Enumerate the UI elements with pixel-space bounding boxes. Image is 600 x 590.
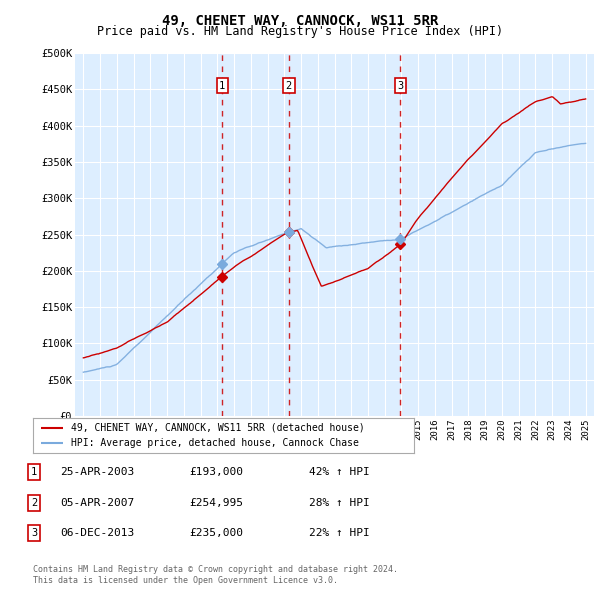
Text: £193,000: £193,000 [189, 467, 243, 477]
Text: 49, CHENET WAY, CANNOCK, WS11 5RR (detached house): 49, CHENET WAY, CANNOCK, WS11 5RR (detac… [71, 422, 365, 432]
Text: 22% ↑ HPI: 22% ↑ HPI [309, 529, 370, 538]
Text: 42% ↑ HPI: 42% ↑ HPI [309, 467, 370, 477]
Text: Contains HM Land Registry data © Crown copyright and database right 2024.: Contains HM Land Registry data © Crown c… [33, 565, 398, 575]
Text: 2: 2 [31, 498, 37, 507]
Text: 3: 3 [397, 81, 403, 91]
Text: 28% ↑ HPI: 28% ↑ HPI [309, 498, 370, 507]
Text: 1: 1 [31, 467, 37, 477]
Text: 25-APR-2003: 25-APR-2003 [60, 467, 134, 477]
Text: HPI: Average price, detached house, Cannock Chase: HPI: Average price, detached house, Cann… [71, 438, 359, 448]
Text: Price paid vs. HM Land Registry's House Price Index (HPI): Price paid vs. HM Land Registry's House … [97, 25, 503, 38]
Text: 49, CHENET WAY, CANNOCK, WS11 5RR: 49, CHENET WAY, CANNOCK, WS11 5RR [162, 14, 438, 28]
Text: 3: 3 [31, 529, 37, 538]
Text: This data is licensed under the Open Government Licence v3.0.: This data is licensed under the Open Gov… [33, 576, 338, 585]
Text: £235,000: £235,000 [189, 529, 243, 538]
Text: 06-DEC-2013: 06-DEC-2013 [60, 529, 134, 538]
Text: 1: 1 [219, 81, 226, 91]
Text: 05-APR-2007: 05-APR-2007 [60, 498, 134, 507]
Text: £254,995: £254,995 [189, 498, 243, 507]
Text: 2: 2 [286, 81, 292, 91]
